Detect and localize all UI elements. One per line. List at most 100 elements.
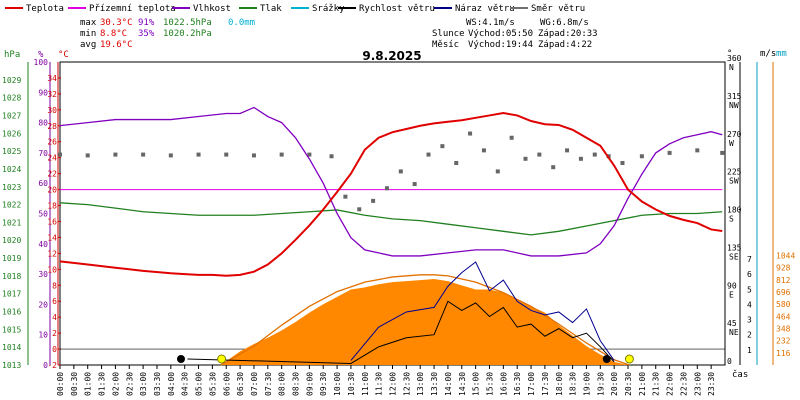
- wind-direction-point-28: [578, 156, 583, 161]
- x-tick-label-36: 18:00: [555, 372, 564, 396]
- pressure-tick-label-5: 1018: [2, 272, 21, 281]
- stat-max-rain: 0.0mm: [228, 18, 255, 28]
- stat-avg-temp: 19.6°C: [100, 40, 133, 50]
- wind-direction-point-7: [251, 153, 256, 158]
- wind-direction-point-10: [329, 154, 334, 159]
- humidity-tick-label-9: 90: [38, 88, 48, 97]
- x-tick-label-42: 21:00: [638, 372, 647, 396]
- x-tick-label-28: 14:00: [444, 372, 453, 396]
- wind-direction-point-29: [592, 152, 597, 157]
- x-tick-label-0: 00:00: [56, 372, 65, 396]
- x-tick-label-19: 09:30: [319, 372, 328, 396]
- temperature-tick-label-3: 4: [52, 313, 57, 322]
- wind-direction-point-18: [440, 144, 445, 149]
- sun-set: Západ:20:33: [538, 29, 598, 39]
- x-tick-label-11: 05:30: [208, 372, 217, 396]
- stat-min-label: min: [80, 29, 96, 39]
- temperature-unit: °C: [58, 50, 69, 60]
- x-tick-label-45: 22:30: [679, 372, 688, 396]
- temperature-tick-label-11: 20: [47, 186, 57, 195]
- wind-direction-point-23: [509, 135, 514, 140]
- humidity-tick-label-6: 60: [38, 179, 48, 188]
- legend-label-0: Teplota: [26, 4, 64, 14]
- x-tick-label-14: 07:00: [250, 372, 259, 396]
- x-tick-label-44: 22:00: [666, 372, 675, 396]
- wind-direction-point-25: [537, 152, 542, 157]
- stat-max-hum: 91%: [138, 18, 155, 28]
- x-tick-label-24: 12:00: [389, 372, 398, 396]
- radiation-tick-label-1: 232: [776, 337, 791, 346]
- x-tick-label-6: 03:00: [139, 372, 148, 396]
- x-tick-label-2: 01:00: [84, 372, 93, 396]
- x-axis-label: čas: [732, 369, 748, 380]
- wind-direction-point-12: [357, 207, 362, 212]
- humidity-tick-label-10: 100: [34, 58, 49, 67]
- pressure-tick-label-10: 1023: [2, 183, 21, 192]
- wind-speed-tick-label-1: 2: [747, 331, 752, 340]
- x-tick-label-3: 01:30: [98, 372, 107, 396]
- x-tick-label-40: 20:00: [610, 372, 619, 396]
- x-tick-label-31: 15:30: [485, 372, 494, 396]
- wind-direction-point-17: [426, 152, 431, 157]
- temperature-tick-label-12: 22: [47, 170, 57, 179]
- wind-direction-tick-label-5: 225: [727, 168, 742, 177]
- wind-direction-point-3: [141, 152, 146, 157]
- wind-direction-point-15: [398, 169, 403, 174]
- wind-direction-point-1: [85, 153, 90, 158]
- temperature-tick-label-5: 8: [52, 281, 57, 290]
- x-tick-label-37: 18:30: [569, 372, 578, 396]
- wind-direction-point-35: [720, 150, 725, 155]
- series-pressure-line: [59, 202, 723, 236]
- pressure-tick-label-9: 1022: [2, 201, 21, 210]
- wind-direction-point-33: [667, 150, 672, 155]
- pressure-tick-label-14: 1027: [2, 111, 21, 120]
- stat-max-press: 1022.5hPa: [163, 18, 212, 28]
- wind-direction-tick-label-7: 315: [727, 92, 742, 101]
- x-tick-label-27: 13:30: [430, 372, 439, 396]
- radiation-tick-label-5: 696: [776, 288, 791, 297]
- stat-min-press: 1020.2hPa: [163, 29, 212, 39]
- radiation-tick-label-8: 1044: [776, 252, 795, 261]
- wind-wg: WG:6.8m/s: [540, 18, 589, 28]
- radiation-tick-label-4: 580: [776, 300, 791, 309]
- rain-unit: mm: [776, 49, 787, 59]
- pressure-tick-label-8: 1021: [2, 218, 21, 227]
- pressure-tick-label-6: 1019: [2, 254, 21, 263]
- wind-direction-point-20: [468, 131, 473, 136]
- humidity-tick-label-4: 40: [38, 240, 48, 249]
- series-wind-gust-line: [350, 261, 615, 361]
- temperature-tick-label-1: 0: [52, 345, 57, 354]
- humidity-tick-label-7: 70: [38, 149, 48, 158]
- x-tick-label-13: 06:30: [236, 372, 245, 396]
- wind-direction-compass-5: SW: [729, 177, 739, 186]
- temperature-tick-label-9: 16: [47, 217, 57, 226]
- wind-direction-point-24: [523, 156, 528, 161]
- legend-label-1: Přízemní teplota: [89, 4, 176, 14]
- wind-direction-compass-6: W: [729, 139, 734, 148]
- x-tick-label-4: 02:00: [111, 372, 120, 396]
- x-tick-label-9: 04:30: [181, 372, 190, 396]
- temperature-tick-label-13: 24: [47, 154, 57, 163]
- wind-direction-tick-label-3: 135: [727, 243, 742, 252]
- x-tick-label-35: 17:30: [541, 372, 550, 396]
- x-tick-label-30: 15:00: [472, 372, 481, 396]
- x-tick-label-5: 02:30: [125, 372, 134, 396]
- x-tick-label-8: 04:00: [167, 372, 176, 396]
- temperature-tick-label-18: 34: [47, 74, 57, 83]
- humidity-tick-label-8: 80: [38, 119, 48, 128]
- radiation-tick-label-3: 464: [776, 312, 791, 321]
- wind-direction-point-34: [695, 148, 700, 153]
- temperature-tick-label-4: 6: [52, 297, 57, 306]
- series-wind-speed-line: [187, 300, 615, 364]
- sun-set-marker: [624, 354, 634, 364]
- wind-speed-tick-label-5: 6: [747, 270, 752, 279]
- series-solar-radiation-area: [220, 279, 629, 365]
- wind-ws: WS:4.1m/s: [466, 18, 515, 28]
- wind-direction-point-32: [639, 154, 644, 159]
- temperature-tick-label-2: 2: [52, 329, 57, 338]
- temperature-tick-label-8: 14: [47, 233, 57, 242]
- temperature-tick-label-16: 30: [47, 106, 57, 115]
- wind-direction-tick-label-8: 360: [727, 54, 742, 63]
- radiation-tick-label-0: 116: [776, 349, 791, 358]
- sun-rise: Východ:05:50: [468, 29, 533, 39]
